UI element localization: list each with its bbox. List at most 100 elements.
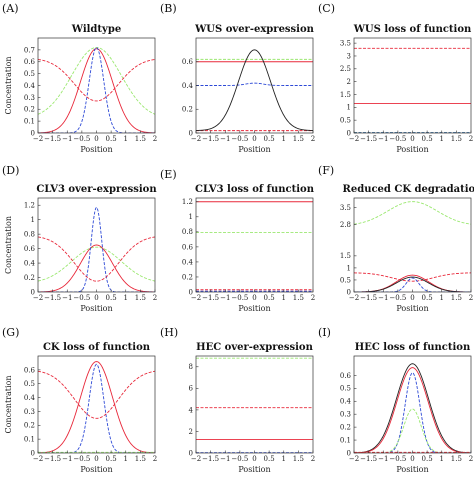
panel-letter: (B) bbox=[160, 2, 177, 15]
y-tick-label: 0.5 bbox=[24, 380, 35, 388]
x-tick-label: −1.5 bbox=[44, 455, 61, 463]
series-group bbox=[196, 201, 313, 292]
plot-frame bbox=[195, 197, 314, 293]
x-tick-label: 1 bbox=[282, 294, 286, 302]
x-tick-label: −2 bbox=[349, 294, 359, 302]
x-tick-label: 0 bbox=[252, 455, 256, 463]
x-tick-label: −1 bbox=[220, 455, 230, 463]
x-tick-label: 1.5 bbox=[451, 455, 462, 463]
series-line-2 bbox=[354, 367, 471, 453]
y-tick-label: 0 bbox=[189, 129, 193, 137]
y-tick-label: 1.5 bbox=[340, 91, 351, 99]
x-tick-label: −2 bbox=[191, 135, 201, 143]
x-tick-label: −0.5 bbox=[231, 455, 248, 463]
y-tick-label: 0.3 bbox=[24, 94, 35, 102]
y-tick-label: 0.4 bbox=[24, 82, 36, 90]
y-tick-label: 0.4 bbox=[24, 259, 36, 267]
y-tick-label: 0.8 bbox=[24, 231, 35, 239]
y-axis-label: Concentration bbox=[4, 56, 13, 114]
x-tick-label: 1.5 bbox=[451, 294, 462, 302]
x-tick-label: −2 bbox=[33, 294, 43, 302]
x-tick-label: 0.5 bbox=[264, 294, 275, 302]
y-axis-label: Concentration bbox=[4, 375, 13, 433]
y-tick-label: 0.1 bbox=[24, 118, 35, 126]
x-tick-label: −1.5 bbox=[44, 294, 61, 302]
x-tick-label: 1 bbox=[282, 455, 286, 463]
x-tick-label: −2 bbox=[349, 135, 359, 143]
x-tick-label: 0.5 bbox=[422, 135, 433, 143]
plot-frame bbox=[195, 355, 314, 454]
series-line-3 bbox=[38, 206, 155, 292]
plot-frame bbox=[353, 37, 472, 134]
x-tick-label: −1 bbox=[62, 455, 72, 463]
y-tick-label: 0 bbox=[189, 449, 193, 457]
series-group bbox=[196, 357, 313, 453]
y-tick-label: 6 bbox=[189, 385, 194, 393]
chart-panel-4: (D) CLV3 over-expression −2 −1.5 −1 −0.5 0 0.5 1… bbox=[2, 164, 157, 313]
x-tick-label: 2 bbox=[153, 135, 157, 143]
x-tick-label: −1 bbox=[220, 135, 230, 143]
x-tick-label: −0.5 bbox=[73, 294, 90, 302]
x-tick-label: 1 bbox=[282, 135, 286, 143]
x-tick-label: 0 bbox=[410, 135, 414, 143]
x-tick-label: −0.5 bbox=[231, 135, 248, 143]
y-tick-label: 0.4 bbox=[182, 82, 194, 90]
x-tick-label: 2 bbox=[153, 294, 157, 302]
series-line-1 bbox=[354, 363, 471, 453]
x-tick-label: 2 bbox=[311, 455, 315, 463]
series-group bbox=[38, 361, 155, 453]
chart-panel-8: (H) HEC over-expression −2 −1.5 −1 −0.5 0 0.5 1 1… bbox=[160, 326, 315, 474]
chart-panel-2: (B) WUS over-expression −2 −1.5 −1 −0.5 0 0.5 1 1… bbox=[160, 2, 315, 154]
y-tick-label: 0.2 bbox=[24, 106, 35, 114]
panel-letter: (C) bbox=[318, 2, 335, 15]
y-tick-label: 0.6 bbox=[24, 245, 36, 253]
y-tick-label: 0.1 bbox=[340, 436, 351, 444]
x-tick-label: 1.5 bbox=[135, 455, 146, 463]
x-tick-label: −1.5 bbox=[360, 455, 377, 463]
x-tick-label: 0 bbox=[94, 455, 98, 463]
x-tick-label: 1 bbox=[124, 294, 128, 302]
series-line-3 bbox=[38, 370, 155, 419]
x-tick-label: −2 bbox=[33, 135, 43, 143]
x-axis-label: Position bbox=[238, 145, 270, 154]
x-tick-label: 1 bbox=[440, 455, 444, 463]
panel-title: CK loss of function bbox=[43, 342, 151, 353]
series-line-2 bbox=[38, 363, 155, 453]
x-tick-label: −2 bbox=[191, 294, 201, 302]
x-tick-label: 1.5 bbox=[135, 135, 146, 143]
y-tick-label: 4 bbox=[189, 406, 194, 414]
x-tick-label: −1 bbox=[220, 294, 230, 302]
series-line-1 bbox=[38, 361, 155, 453]
x-tick-label: −2 bbox=[33, 455, 43, 463]
panel-letter: (A) bbox=[2, 2, 19, 15]
y-tick-label: 0.5 bbox=[24, 70, 35, 78]
series-line-5 bbox=[354, 277, 471, 292]
plot-frame bbox=[37, 37, 156, 134]
series-line-2 bbox=[354, 272, 471, 282]
chart-panel-9: (I) HEC loss of function −2 −1.5 −1 −0.5 0 0.5 1… bbox=[318, 326, 473, 474]
x-tick-label: 0 bbox=[410, 294, 414, 302]
y-tick-label: 1 bbox=[347, 104, 351, 112]
x-tick-label: 0.5 bbox=[106, 455, 117, 463]
chart-panel-1: (A) Wildtype −2 −1.5 −1 −0.5 0 0.5 1 1.5 2 0 0.1 0.2 0… bbox=[2, 2, 157, 154]
x-tick-label: −0.5 bbox=[389, 135, 406, 143]
y-tick-label: 0.7 bbox=[24, 46, 35, 54]
x-tick-label: 0.5 bbox=[264, 135, 275, 143]
x-axis-label: Position bbox=[396, 465, 428, 474]
y-tick-label: 0 bbox=[31, 288, 35, 296]
series-line-1 bbox=[38, 47, 155, 115]
chart-panel-6: (F) Reduced CK degradation −2 −1.5 −1 −0.5 0 0.… bbox=[318, 164, 474, 313]
series-group bbox=[354, 47, 471, 133]
x-tick-label: 0 bbox=[410, 455, 414, 463]
y-tick-label: 0 bbox=[31, 449, 35, 457]
x-tick-label: −2 bbox=[349, 455, 359, 463]
x-tick-label: −0.5 bbox=[73, 455, 90, 463]
panel-title: CLV3 loss of function bbox=[195, 184, 315, 195]
panel-title: WUS loss of function bbox=[353, 24, 472, 35]
x-tick-label: −1.5 bbox=[202, 455, 219, 463]
x-axis-label: Position bbox=[238, 465, 270, 474]
x-tick-label: 0.5 bbox=[422, 455, 433, 463]
x-tick-label: 1.5 bbox=[293, 455, 304, 463]
y-tick-label: 0 bbox=[31, 129, 35, 137]
